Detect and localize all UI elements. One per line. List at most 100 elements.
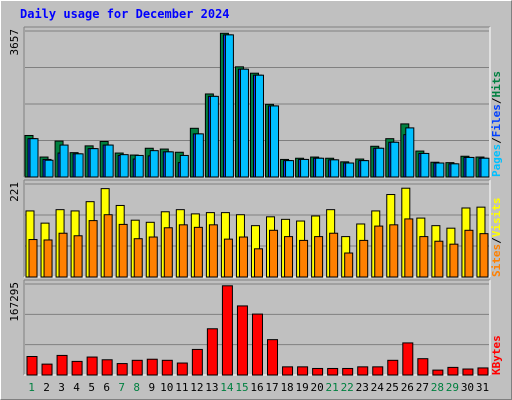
bar-pages <box>254 74 264 178</box>
bar-sites <box>329 232 339 278</box>
legend-visits: Visits <box>490 198 503 238</box>
bar-kbytes <box>221 285 233 376</box>
x-tick-label: 3 <box>58 381 65 394</box>
bar-sites <box>374 225 384 278</box>
bar-sites <box>419 236 429 278</box>
x-tick-label: 12 <box>190 381 203 394</box>
bar-kbytes <box>191 348 203 376</box>
bar-pages <box>149 150 159 178</box>
bar-pages <box>29 138 39 178</box>
bar-pages <box>300 158 310 178</box>
bar-pages <box>194 133 204 178</box>
bar-kbytes <box>477 367 489 376</box>
x-tick-label: 20 <box>311 381 324 394</box>
legend: KBytes <box>490 335 503 375</box>
x-tick-label: 17 <box>265 381 278 394</box>
bar-pages <box>285 160 295 178</box>
panel-hits-files-pages: 3657 Pages/Files/Hits <box>8 26 503 178</box>
bar-kbytes <box>447 366 459 376</box>
bar-pages <box>104 144 114 178</box>
bar-kbytes <box>236 305 248 376</box>
bar-sites <box>344 252 354 278</box>
x-tick-label: 6 <box>103 381 110 394</box>
bar-kbytes <box>41 363 53 376</box>
bar-kbytes <box>282 366 294 376</box>
x-tick-label: 24 <box>371 381 385 394</box>
bar-pages <box>330 159 340 178</box>
bar-sites <box>28 239 38 278</box>
bar-kbytes <box>417 358 429 376</box>
bar-sites <box>73 235 83 278</box>
x-tick-label: 10 <box>160 381 173 394</box>
bar-sites <box>103 214 113 278</box>
x-tick-label: 7 <box>118 381 125 394</box>
x-tick-label: 11 <box>175 381 188 394</box>
bar-sites <box>43 239 53 278</box>
legend-hits: Hits <box>490 71 503 98</box>
bar-pages <box>164 151 174 178</box>
legend: Pages/Files/Hits <box>490 71 503 177</box>
legend-separator: / <box>490 97 503 104</box>
x-tick-label: 16 <box>250 381 263 394</box>
bar-sites <box>269 229 279 278</box>
bar-sites <box>58 232 68 278</box>
bar-pages <box>224 34 234 178</box>
bar-sites <box>148 236 158 278</box>
bar-sites <box>238 236 248 278</box>
bar-sites <box>434 240 444 278</box>
bar-pages <box>450 163 460 178</box>
bar-pages <box>390 141 400 178</box>
bar-pages <box>480 157 490 178</box>
x-tick-label: 1 <box>28 381 35 394</box>
x-tick-label: 31 <box>476 381 489 394</box>
bar-sites <box>208 224 218 278</box>
bar-sites <box>253 248 263 278</box>
bar-kbytes <box>372 366 384 376</box>
bar-pages <box>89 148 99 178</box>
y-max-label: 221 <box>8 182 21 202</box>
x-tick-label: 13 <box>205 381 218 394</box>
bar-sites <box>314 236 324 278</box>
legend-separator: / <box>490 137 503 144</box>
x-tick-label: 27 <box>416 381 429 394</box>
bar-pages <box>420 152 430 178</box>
x-tick-label: 22 <box>341 381 354 394</box>
bar-kbytes <box>251 313 263 376</box>
bar-pages <box>345 162 355 178</box>
bar-sites <box>118 223 128 278</box>
legend-kbytes: KBytes <box>490 335 503 375</box>
legend: Sites/Visits <box>490 198 503 278</box>
bar-kbytes <box>327 367 339 376</box>
x-tick-label: 9 <box>148 381 155 394</box>
bar-pages <box>119 154 129 178</box>
x-tick-label: 4 <box>73 381 80 394</box>
bar-kbytes <box>297 366 309 376</box>
bar-sites <box>479 233 489 278</box>
bar-kbytes <box>432 369 444 376</box>
panel-kbytes: 167295 KBytes <box>8 279 503 376</box>
bar-pages <box>74 153 84 178</box>
bar-kbytes <box>71 360 83 376</box>
x-tick-label: 23 <box>356 381 369 394</box>
bar-pages <box>134 154 144 178</box>
bar-kbytes <box>402 342 414 376</box>
bar-kbytes <box>161 359 173 376</box>
bar-sites <box>88 220 98 278</box>
bar-sites <box>223 238 233 278</box>
x-tick-label: 18 <box>280 381 293 394</box>
bar-sites <box>464 229 474 278</box>
bar-sites <box>193 226 203 278</box>
bar-pages <box>375 147 385 178</box>
bar-kbytes <box>146 358 158 376</box>
bar-sites <box>359 239 369 278</box>
bar-pages <box>239 68 249 178</box>
bar-sites <box>449 243 459 278</box>
bar-pages <box>270 105 280 178</box>
x-tick-label: 8 <box>133 381 140 394</box>
panel-visits-sites: 221 Sites/Visits <box>8 179 503 278</box>
bar-pages <box>59 144 69 178</box>
bar-pages <box>360 160 370 178</box>
bar-pages <box>315 157 325 178</box>
y-max-label: 3657 <box>8 29 21 56</box>
